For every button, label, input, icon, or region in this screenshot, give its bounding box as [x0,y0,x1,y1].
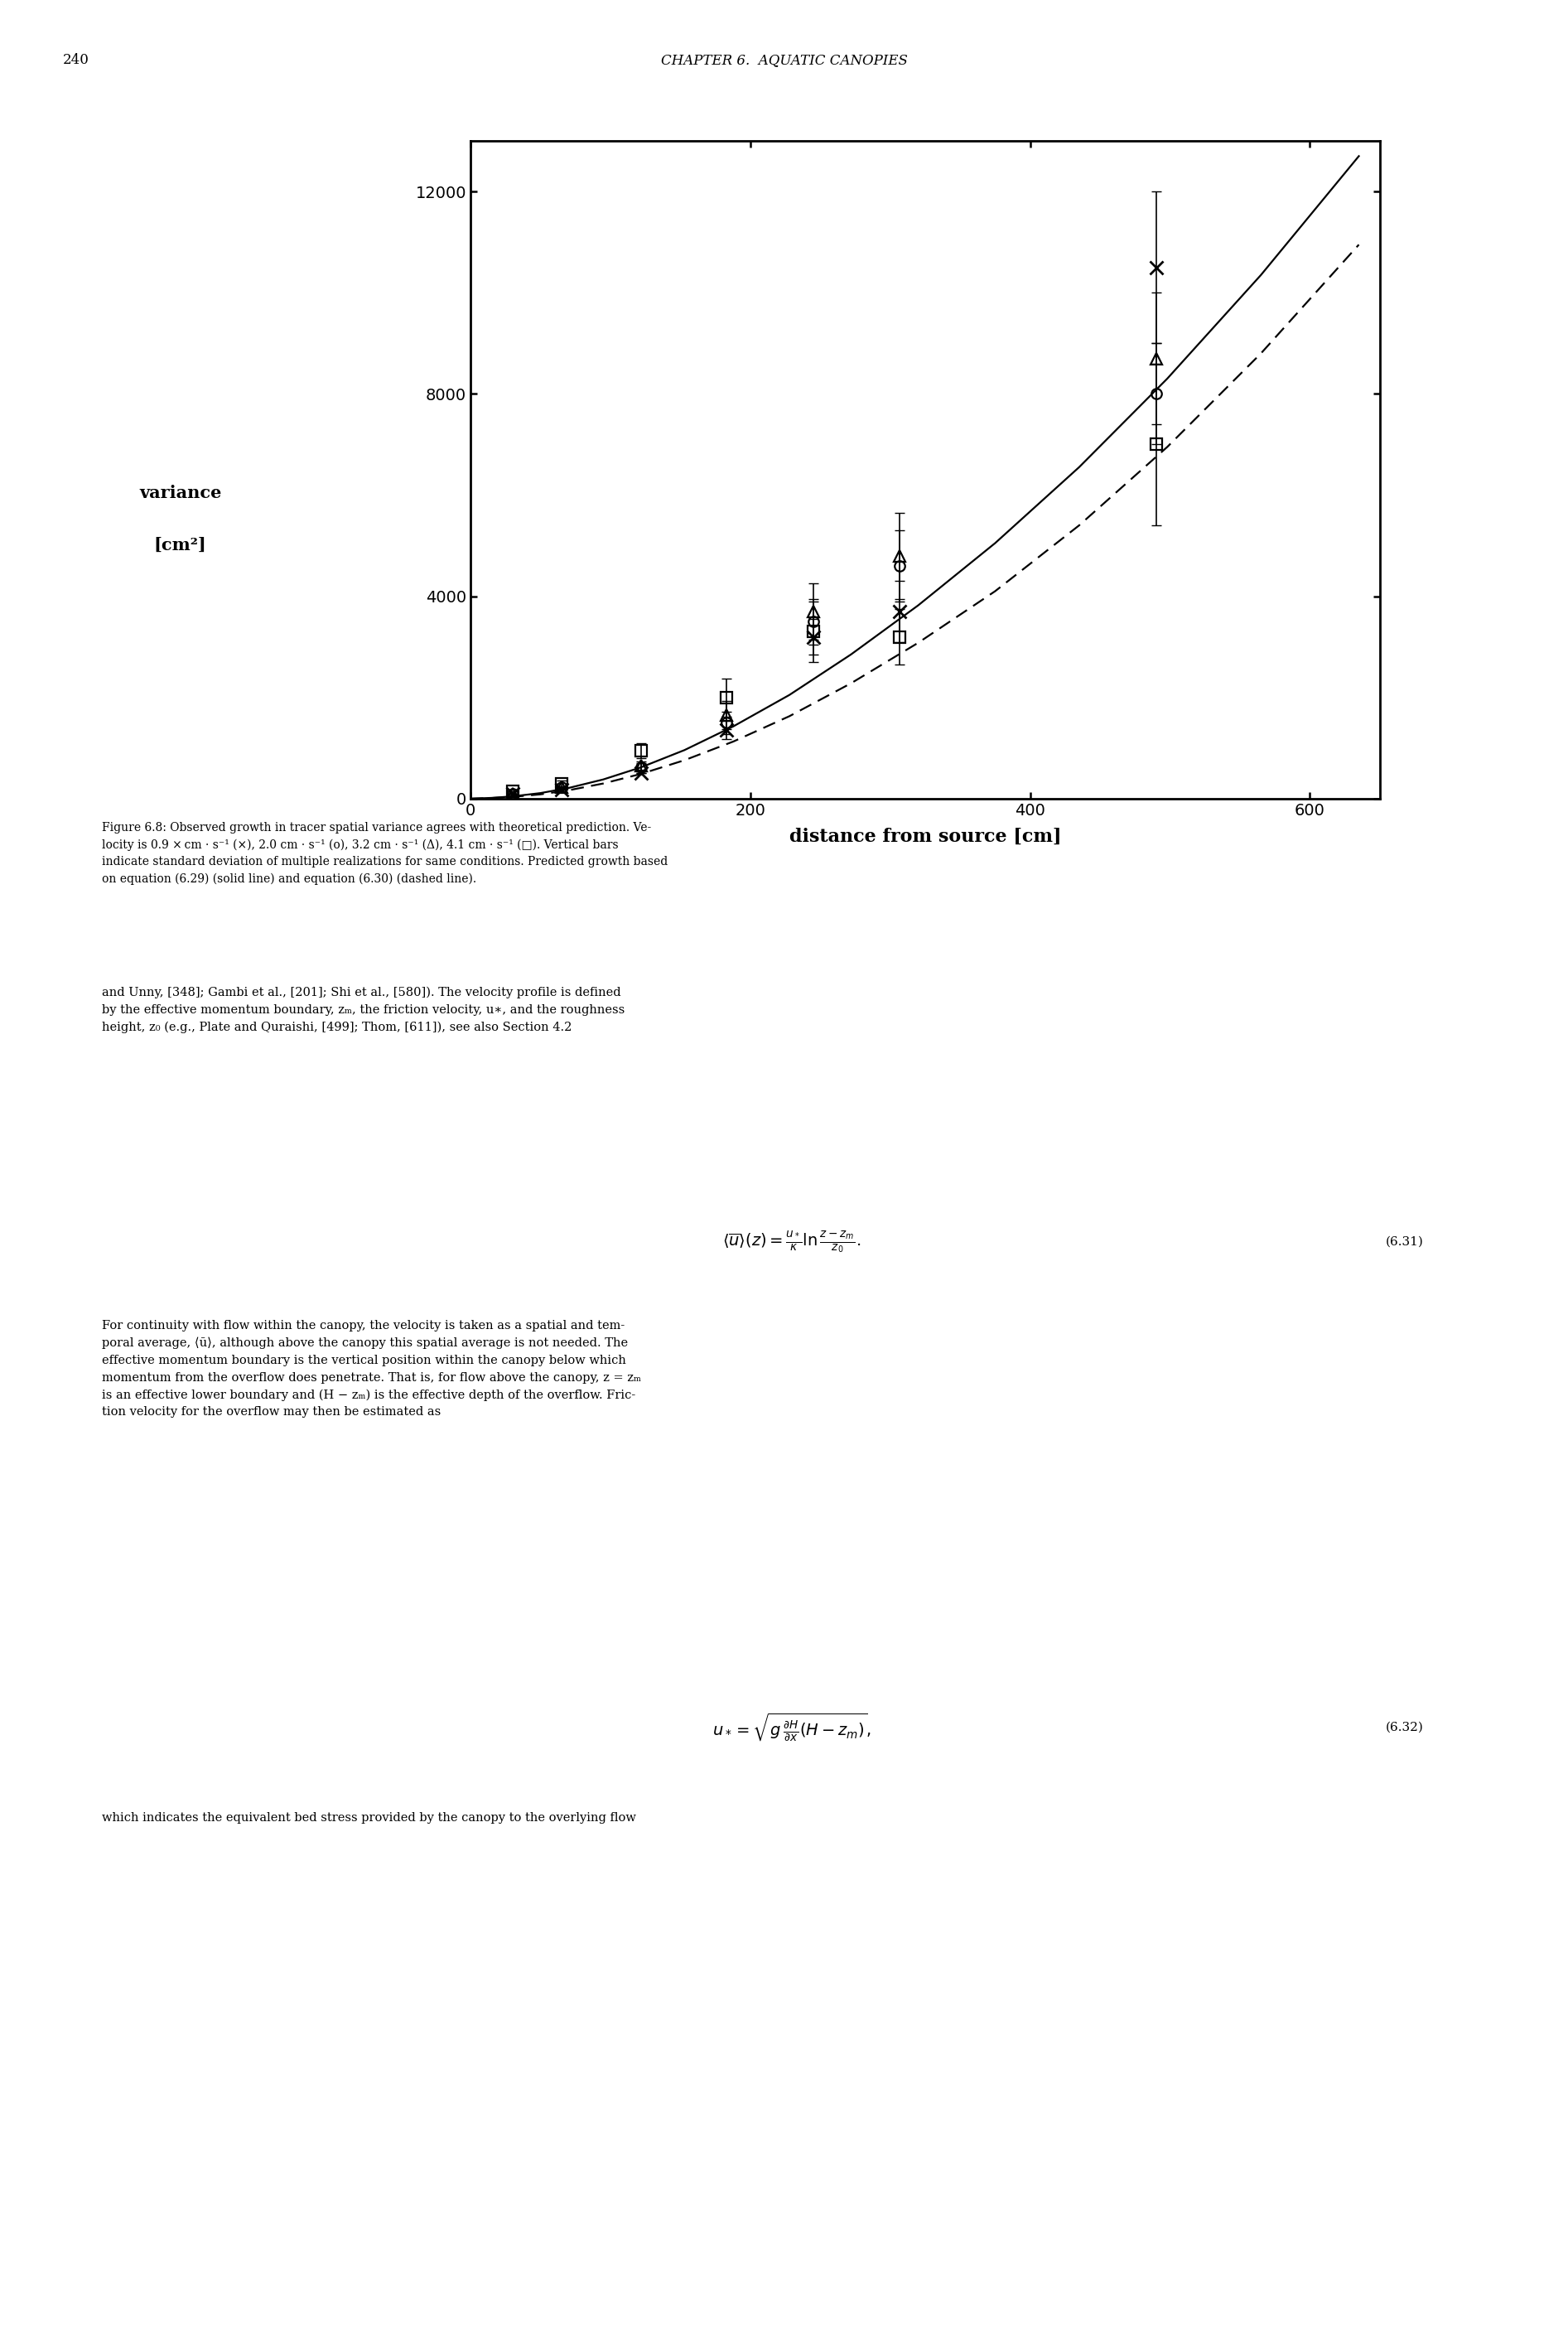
X-axis label: distance from source [cm]: distance from source [cm] [789,827,1062,846]
Text: For continuity with flow within the canopy, the velocity is taken as a spatial a: For continuity with flow within the cano… [102,1320,641,1419]
Text: CHAPTER 6.  AQUATIC CANOPIES: CHAPTER 6. AQUATIC CANOPIES [660,54,908,66]
Text: $\langle\overline{u}\rangle(z) = \frac{u_*}{\kappa} \ln \frac{z - z_m}{z_0}.$: $\langle\overline{u}\rangle(z) = \frac{u… [723,1229,861,1254]
Text: (6.32): (6.32) [1385,1722,1424,1734]
Text: Figure 6.8: Observed growth in tracer spatial variance agrees with theoretical p: Figure 6.8: Observed growth in tracer sp… [102,822,668,886]
Text: (6.31): (6.31) [1385,1236,1424,1247]
Text: variance: variance [140,484,221,503]
Text: which indicates the equivalent bed stress provided by the canopy to the overlyin: which indicates the equivalent bed stres… [102,1813,637,1823]
Text: $u_* = \sqrt{g\,\frac{\partial H}{\partial x}(H - z_m)},$: $u_* = \sqrt{g\,\frac{\partial H}{\parti… [712,1712,872,1743]
Text: [cm²]: [cm²] [154,536,207,554]
Text: 240: 240 [63,54,89,66]
Text: and Unny, [348]; Gambi et al., [201]; Shi et al., [580]). The velocity profile i: and Unny, [348]; Gambi et al., [201]; Sh… [102,987,624,1034]
